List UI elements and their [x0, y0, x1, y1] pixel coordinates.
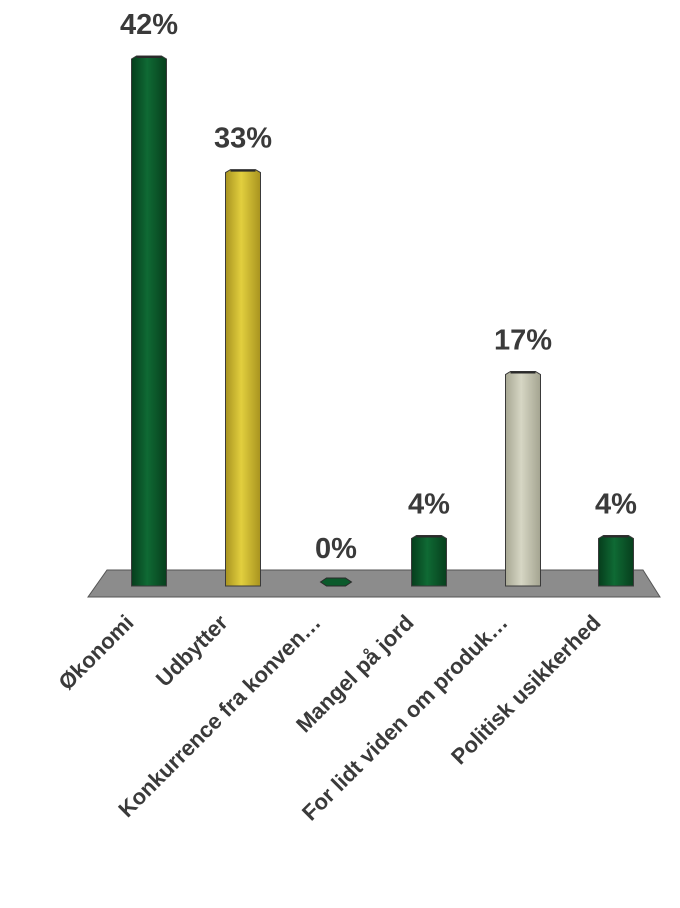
bar-3: [319, 577, 353, 587]
data-label-4: 4%: [408, 489, 450, 521]
data-label-1: 42%: [120, 9, 178, 41]
category-label-2: Udbytter: [151, 610, 233, 692]
data-label-6: 4%: [595, 489, 637, 521]
bar-4: [411, 535, 447, 587]
bar-6: [598, 535, 634, 587]
bar-1: [131, 55, 167, 587]
data-label-5: 17%: [494, 324, 552, 356]
data-label-2: 33%: [214, 123, 272, 155]
data-label-3: 0%: [315, 533, 357, 565]
bars-group: [131, 55, 634, 587]
bar-5: [505, 370, 541, 587]
category-label-1: Økonomi: [53, 610, 138, 695]
bar-2: [225, 169, 261, 587]
chart-floor: [87, 569, 661, 598]
data-labels-group: 42% 33% 0% 4% 17% 4%: [120, 9, 637, 565]
